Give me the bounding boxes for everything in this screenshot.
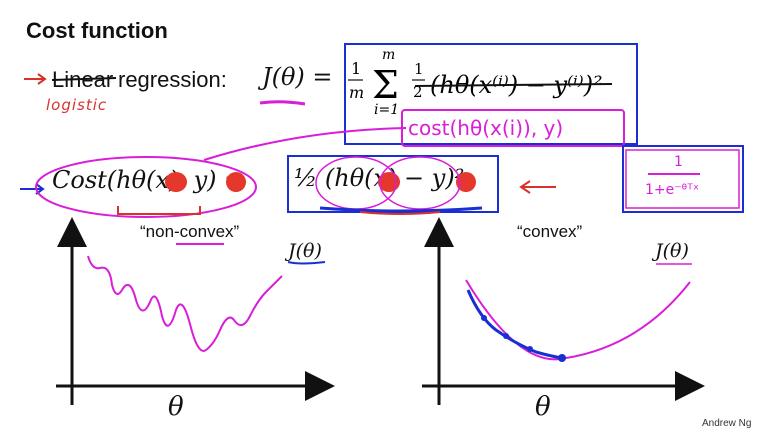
cost-ellipse bbox=[35, 156, 257, 218]
handwritten-logistic-note: logistic bbox=[46, 96, 108, 114]
descent-path bbox=[466, 289, 563, 360]
summation-box: 1 m Σ m i=1 1 2 (hθ(x⁽ⁱ⁾) − y⁽ⁱ⁾)² bbox=[344, 43, 638, 145]
linear-strikethrough bbox=[51, 77, 117, 81]
svg-text:1: 1 bbox=[351, 59, 361, 78]
rhs-ellipse bbox=[379, 156, 461, 210]
nonconvex-curve bbox=[87, 255, 283, 352]
redaction-blot bbox=[456, 172, 476, 192]
rhs-underline bbox=[319, 206, 483, 213]
cost-note-box bbox=[401, 109, 625, 147]
left-plot-y-label: J(θ) bbox=[288, 240, 322, 262]
h-bracket bbox=[117, 206, 201, 215]
slide-title: Cost function bbox=[26, 18, 168, 43]
svg-text:m: m bbox=[382, 47, 395, 63]
j-theta-underline bbox=[259, 100, 306, 106]
redaction-blot bbox=[226, 172, 246, 192]
descent-point bbox=[527, 346, 533, 352]
svg-text:Σ: Σ bbox=[372, 63, 399, 107]
handwritten-cost-note: cost(hθ(x(i)), y) bbox=[408, 116, 564, 140]
redaction-blot bbox=[165, 172, 187, 192]
blue-arrow-icon bbox=[20, 183, 45, 195]
svg-text:m: m bbox=[349, 83, 364, 102]
svg-text:i=1: i=1 bbox=[374, 102, 399, 118]
descent-point bbox=[558, 354, 566, 362]
svg-text:2: 2 bbox=[413, 83, 423, 101]
right-axes bbox=[422, 217, 705, 405]
author-credit: Andrew Ng bbox=[702, 418, 752, 429]
nonconvex-label: “non-convex” bbox=[140, 222, 240, 241]
descent-point bbox=[481, 315, 487, 321]
sigmoid-note-box: 1 1+e⁻ᶿᵀˣ bbox=[622, 145, 744, 213]
jtheta-underline-left bbox=[287, 261, 326, 265]
svg-text:1: 1 bbox=[674, 154, 683, 170]
right-plot-x-label: θ bbox=[535, 392, 551, 422]
descent-point bbox=[503, 333, 509, 339]
left-plot-x-label: θ bbox=[168, 392, 184, 422]
svg-text:1: 1 bbox=[414, 60, 424, 78]
regression-label: regression: bbox=[118, 67, 227, 92]
red-left-arrow-icon bbox=[519, 180, 556, 194]
right-plot-y-label: J(θ) bbox=[655, 240, 689, 262]
convex-label: “convex” bbox=[517, 222, 583, 241]
left-axes bbox=[56, 217, 335, 405]
j-theta-equation-lhs: J(θ) = bbox=[262, 63, 333, 91]
red-arrow-icon bbox=[24, 73, 47, 85]
svg-text:1+e⁻ᶿᵀˣ: 1+e⁻ᶿᵀˣ bbox=[645, 182, 699, 198]
link-curve bbox=[203, 127, 407, 161]
rhs-underline-red bbox=[359, 211, 441, 215]
convex-curve bbox=[465, 279, 691, 361]
cost-equation-lhs: Cost(hθ(x), y) = bbox=[52, 166, 245, 194]
